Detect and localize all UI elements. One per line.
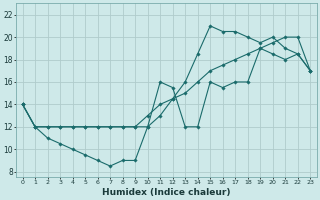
X-axis label: Humidex (Indice chaleur): Humidex (Indice chaleur) — [102, 188, 231, 197]
